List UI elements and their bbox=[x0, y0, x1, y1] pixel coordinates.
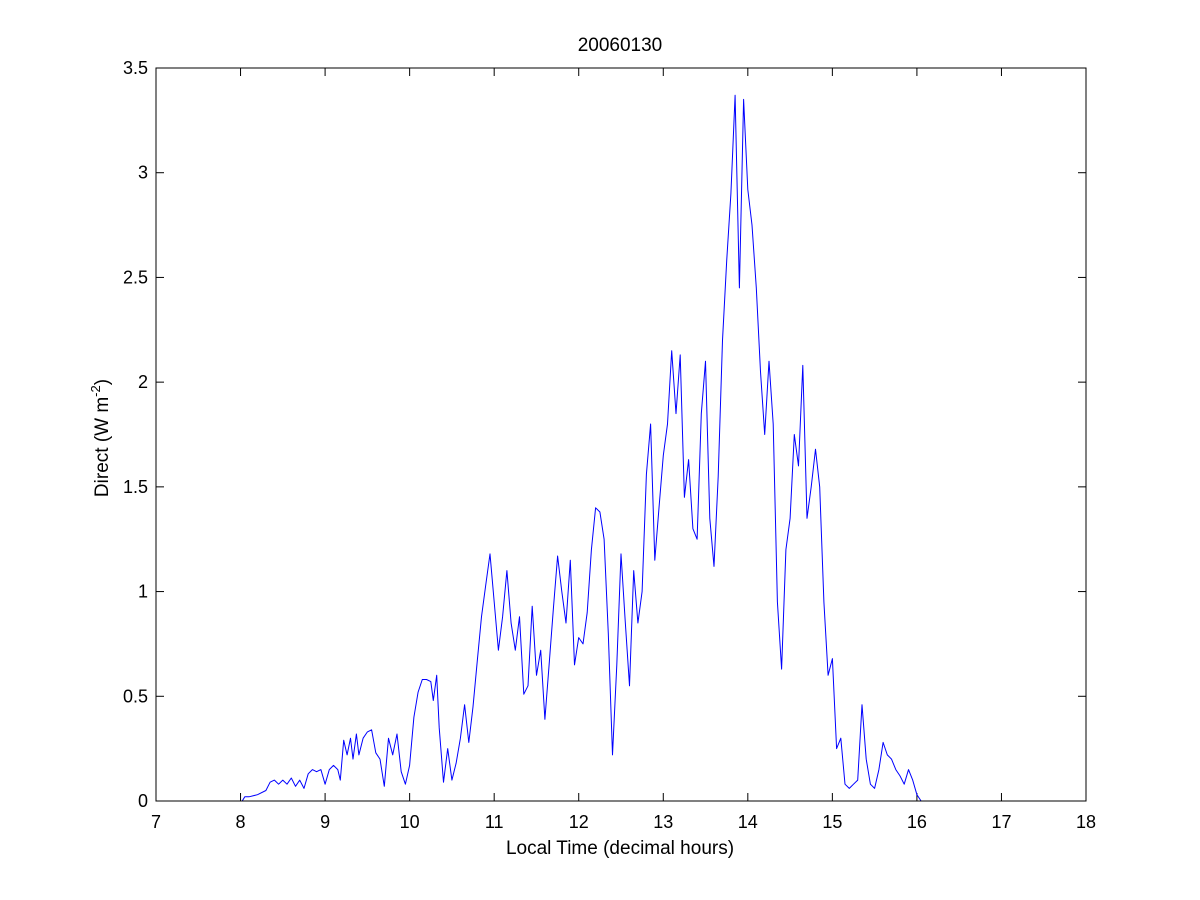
chart-title: 20060130 bbox=[578, 35, 663, 56]
series-layer bbox=[241, 94, 922, 802]
x-tick-label: 17 bbox=[991, 812, 1011, 832]
y-tick-label: 2 bbox=[138, 372, 148, 392]
x-tick-label: 14 bbox=[738, 812, 758, 832]
x-tick-label: 16 bbox=[907, 812, 927, 832]
x-tick-label: 10 bbox=[400, 812, 420, 832]
x-tick-label: 13 bbox=[653, 812, 673, 832]
y-axis-title-close: ) bbox=[92, 379, 113, 385]
y-axis-title-main: Direct (W m bbox=[92, 397, 113, 497]
y-tick-label: 1 bbox=[138, 582, 148, 602]
y-tick-label: 2.5 bbox=[123, 267, 148, 287]
tick-labels-layer: 7 8 9 10 11 12 13 14 15 16 17 18 0 0.5 1 1.5 2 2.5 3 3.5 bbox=[123, 58, 1096, 832]
x-tick-label: 9 bbox=[320, 812, 330, 832]
y-tick-label: 3 bbox=[138, 163, 148, 183]
y-tick-label: 0.5 bbox=[123, 686, 148, 706]
y-tick-label: 1.5 bbox=[123, 477, 148, 497]
x-tick-label: 15 bbox=[822, 812, 842, 832]
x-tick-label: 7 bbox=[151, 812, 161, 832]
plot-frame bbox=[155, 67, 1087, 802]
x-tick-label: 12 bbox=[569, 812, 589, 832]
x-tick-label: 8 bbox=[236, 812, 246, 832]
y-tick-label: 3.5 bbox=[123, 58, 148, 78]
x-axis-title: Local Time (decimal hours) bbox=[506, 838, 734, 859]
y-tick-label: 0 bbox=[138, 791, 148, 811]
y-axis-title-superscript: -2 bbox=[88, 385, 103, 397]
series-line bbox=[241, 94, 922, 802]
y-axis-title: Direct (W m-2) bbox=[88, 379, 113, 497]
x-tick-label: 11 bbox=[485, 812, 504, 832]
x-tick-label: 18 bbox=[1076, 812, 1096, 832]
